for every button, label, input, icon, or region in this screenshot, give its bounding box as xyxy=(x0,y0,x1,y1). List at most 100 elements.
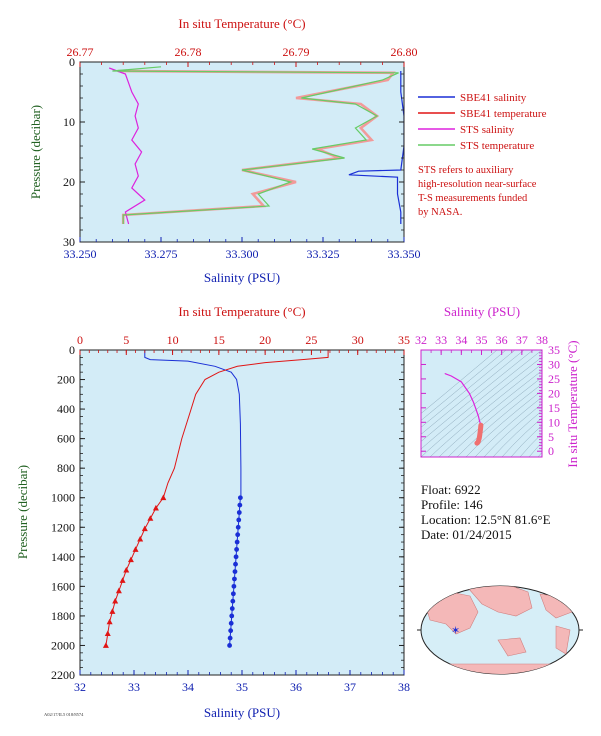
main-plot-area xyxy=(80,350,404,675)
top-pressure-axis-label: Pressure (decibar) xyxy=(28,105,43,199)
temperature-sample-point xyxy=(109,608,116,614)
density-contour xyxy=(519,433,542,457)
series-t-s-profile xyxy=(444,373,482,426)
top-tick-group: 26.77 26.78 26.79 26.80 33.250 33.275 33.300 33… xyxy=(63,45,421,261)
temperature-sample-point xyxy=(160,494,167,501)
legend-item-sts-salinity: STS salinity xyxy=(418,124,515,136)
top-salinity-axis-tick-label: 33.350 xyxy=(388,247,421,261)
location: Location: 12.5°N 81.6°E xyxy=(421,512,551,527)
main-salinity-axis-tick-label: 32 xyxy=(74,680,86,694)
top-pressure-axis-tick-label: 30 xyxy=(63,235,75,249)
ts-salinity-axis-tick-label: 35 xyxy=(476,333,488,347)
salinity-sample-point xyxy=(227,635,233,641)
top-pressure-axis-tick-label: 0 xyxy=(69,55,75,69)
ts-temp-axis-tick-label: 25 xyxy=(548,372,560,386)
salinity-sample-point xyxy=(229,606,235,611)
main-pressure-axis-tick-label: 200 xyxy=(57,373,75,387)
top-temp-axis-tick-label: 26.77 xyxy=(67,45,94,59)
series-t-s-deep xyxy=(474,422,484,446)
salinity-sample-point xyxy=(233,554,239,560)
continent-asia xyxy=(467,586,533,617)
main-temp-axis-tick-label: 25 xyxy=(305,333,317,347)
ts-salinity-axis-tick-label: 34 xyxy=(455,333,467,347)
top-salinity-axis-tick-label: 33.325 xyxy=(307,247,340,261)
footer-stamp: A02/17/IL5 018/8574 xyxy=(44,712,84,717)
ts-temp-axis-tick-label: 0 xyxy=(548,444,554,458)
top-temp-axis-label: In situ Temperature (°C) xyxy=(178,16,305,31)
density-contour xyxy=(421,350,525,435)
main-pressure-axis-tick-label: 1800 xyxy=(51,609,75,623)
world-map: ✶ xyxy=(417,585,583,675)
ts-salinity-axis-label: Salinity (PSU) xyxy=(444,304,520,319)
top-series-group xyxy=(108,66,404,225)
ts-temp-axis-tick-label: 15 xyxy=(548,401,560,415)
salinity-sample-point xyxy=(236,517,242,523)
sts-note-line-4: by NASA. xyxy=(418,207,462,218)
density-contour xyxy=(456,383,542,457)
temperature-sample-point xyxy=(112,597,119,604)
main-series-group xyxy=(102,350,329,648)
date: Date: 01/24/2015 xyxy=(421,527,512,542)
salinity-sample-point xyxy=(235,532,241,538)
profile-number: Profile: 146 xyxy=(421,497,483,512)
density-contour xyxy=(421,350,534,442)
salinity-sample-point xyxy=(235,524,241,530)
main-pressure-axis-label: Pressure (decibar) xyxy=(15,465,30,559)
ts-temp-axis-label: In situ Temperature (°C) xyxy=(565,340,580,467)
ts-salinity-axis-tick-label: 38 xyxy=(536,333,548,347)
ts-salinity-axis-tick-label: 36 xyxy=(496,333,508,347)
main-pressure-axis-tick-label: 1000 xyxy=(51,491,75,505)
main-temp-axis-tick-label: 15 xyxy=(213,333,225,347)
series-sts-temperature xyxy=(112,66,399,224)
density-contour xyxy=(474,396,542,457)
series-temperature xyxy=(162,350,329,498)
salinity-sample-point xyxy=(231,583,237,589)
density-contour xyxy=(483,403,542,457)
temperature-sample-point xyxy=(102,642,109,648)
main-pressure-axis-tick-label: 1200 xyxy=(51,520,75,534)
temperature-sample-point xyxy=(104,630,111,637)
salinity-sample-point xyxy=(237,502,243,508)
main-pressure-axis-tick-label: 2200 xyxy=(51,668,75,682)
salinity-sample-point xyxy=(230,598,236,604)
continent-australia xyxy=(497,637,527,657)
temperature-sample-point xyxy=(132,546,139,552)
float-id: Float: 6922 xyxy=(421,482,481,497)
main-pressure-axis-tick-label: 1600 xyxy=(51,579,75,593)
salinity-sample-point xyxy=(237,495,243,501)
main-temp-axis-tick-label: 30 xyxy=(352,333,364,347)
main-pressure-axis-tick-label: 0 xyxy=(69,343,75,357)
temperature-sample-point xyxy=(115,587,122,594)
temperature-sample-point xyxy=(119,577,126,583)
salinity-sample-point xyxy=(227,643,232,648)
ts-salinity-axis-tick-label: 33 xyxy=(435,333,447,347)
main-temp-axis-label: In situ Temperature (°C) xyxy=(178,304,305,319)
main-salinity-axis-tick-label: 34 xyxy=(182,680,194,694)
legend-label-sbe41-salinity: SBE41 salinity xyxy=(460,92,527,104)
density-contour xyxy=(492,410,542,457)
main-salinity-axis-tick-label: 36 xyxy=(290,680,302,694)
main-temp-axis-tick-label: 5 xyxy=(123,333,129,347)
series-salinity xyxy=(144,350,242,498)
top-legend: SBE41 salinity SBE41 temperature STS sal… xyxy=(418,92,547,218)
float-info: Float: 6922 Profile: 146 Location: 12.5°… xyxy=(421,482,551,542)
continent-south-america xyxy=(555,625,571,655)
main-pressure-axis-tick-label: 1400 xyxy=(51,550,75,564)
top-salinity-axis-tick-label: 33.275 xyxy=(145,247,178,261)
main-pressure-axis-tick-label: 600 xyxy=(57,432,75,446)
main-pressure-axis-tick-label: 400 xyxy=(57,402,75,416)
sts-note-line-1: STS refers to auxiliary xyxy=(418,165,514,176)
float-location-marker: ✶ xyxy=(451,625,460,637)
density-contour xyxy=(438,370,542,457)
top-temp-axis-tick-label: 26.80 xyxy=(391,45,418,59)
salinity-sample-point xyxy=(232,569,238,574)
ts-temp-axis-tick-label: 5 xyxy=(548,430,554,444)
series-sbe41-salinity xyxy=(348,71,404,224)
legend-label-sbe41-temperature: SBE41 temperature xyxy=(460,108,547,120)
temperature-sample-point xyxy=(137,535,144,542)
top-temp-axis-tick-label: 26.79 xyxy=(283,45,310,59)
legend-item-sbe41-temperature: SBE41 temperature xyxy=(418,108,547,120)
main-salinity-axis-tick-label: 38 xyxy=(398,680,410,694)
